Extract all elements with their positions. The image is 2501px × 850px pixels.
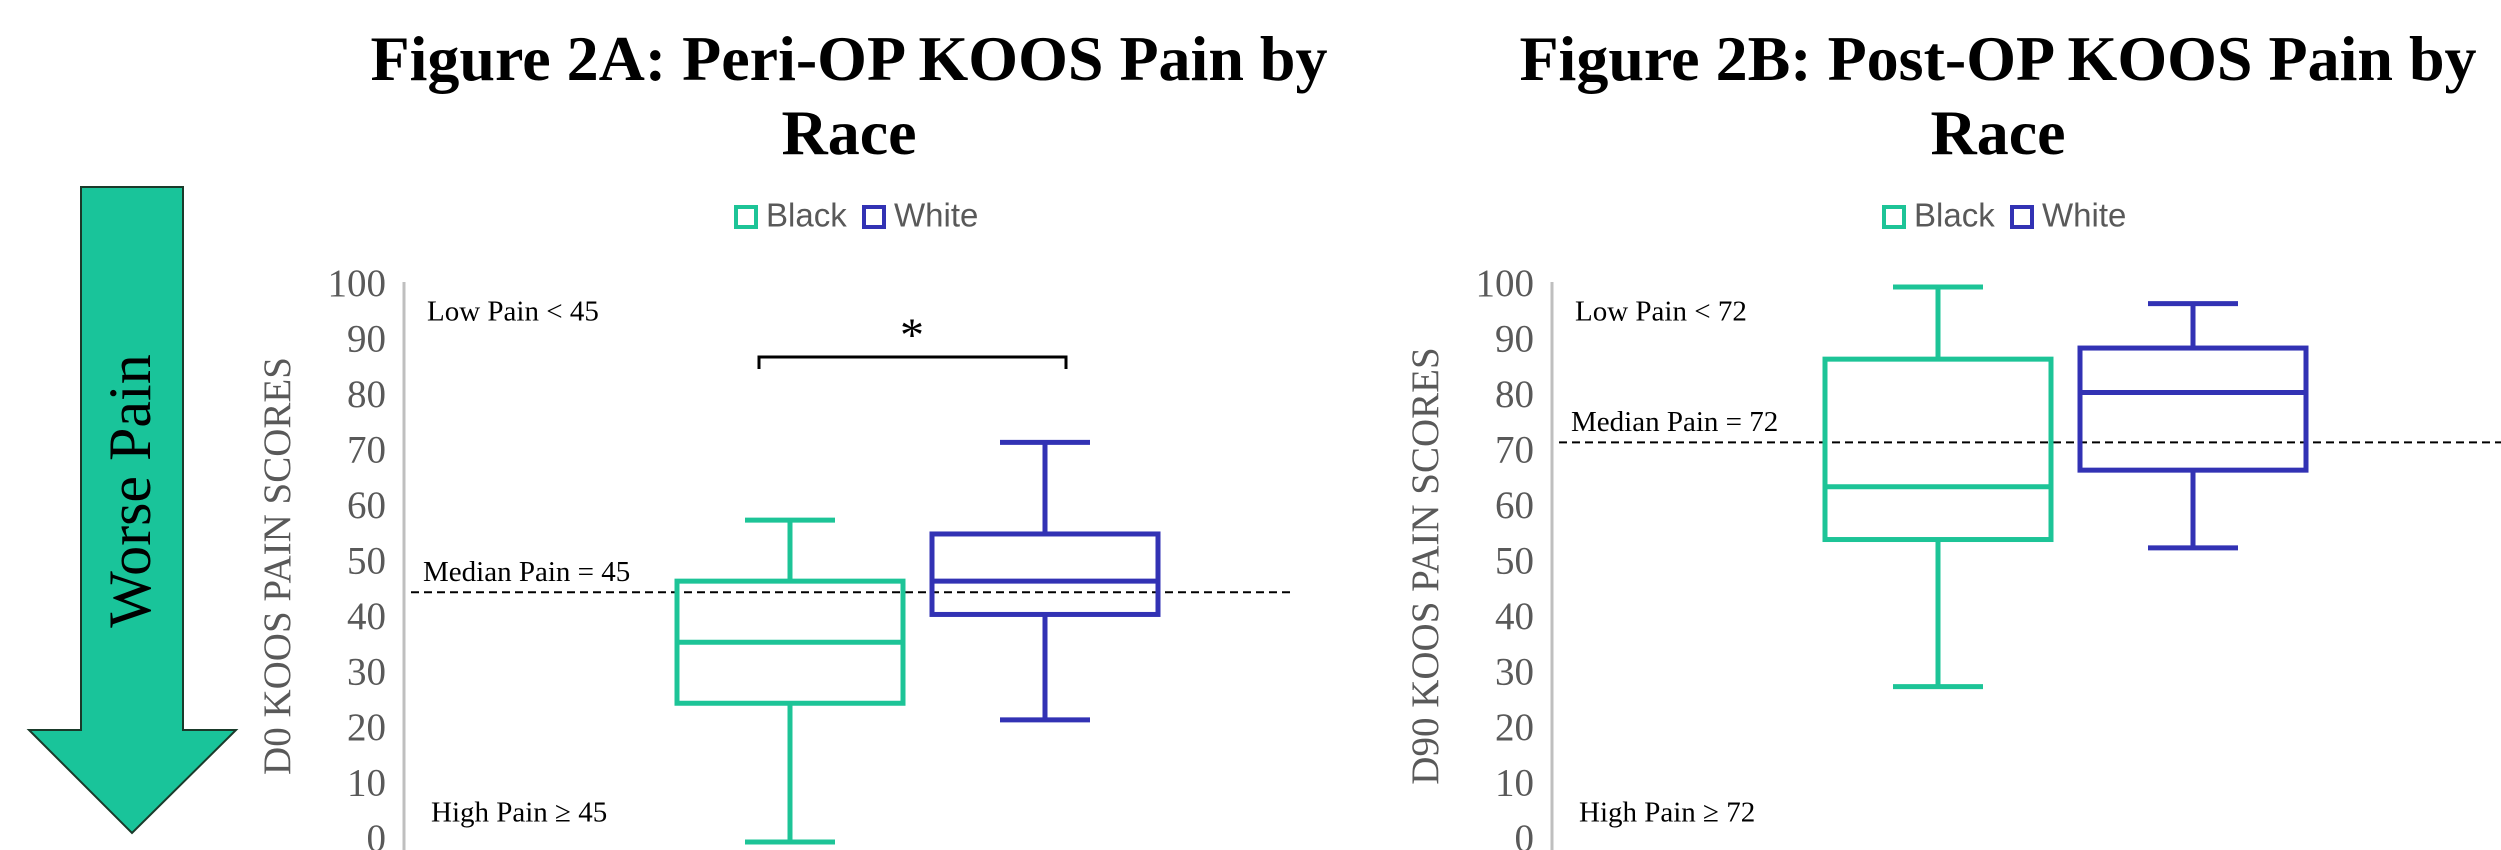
y-tick-label: 60 bbox=[347, 484, 386, 527]
annotation: Median Pain = 45 bbox=[423, 556, 630, 588]
y-tick-label: 20 bbox=[347, 706, 386, 749]
y-tick-label: 90 bbox=[347, 317, 386, 360]
annotation: High Pain ≥ 45 bbox=[431, 797, 607, 829]
box bbox=[1822, 356, 2054, 543]
arrow bbox=[26, 186, 239, 835]
annotation: Median Pain = 72 bbox=[1571, 406, 1778, 438]
legend-swatch bbox=[1882, 205, 1906, 229]
y-tick-label: 50 bbox=[347, 539, 386, 582]
y-tick-label: 60 bbox=[1495, 484, 1534, 527]
y-tick-label: 70 bbox=[347, 428, 386, 471]
y-tick-label: 90 bbox=[1495, 317, 1534, 360]
y-tick-label: 70 bbox=[1495, 428, 1534, 471]
y-tick-label: 100 bbox=[1476, 262, 1535, 305]
box bbox=[929, 531, 1161, 617]
legend-swatch bbox=[862, 205, 886, 229]
y-tick-label: 0 bbox=[1515, 817, 1535, 850]
legend-label: Black bbox=[1914, 197, 1995, 234]
y-tick-label: 100 bbox=[328, 262, 387, 305]
y-tick-label: 30 bbox=[1495, 650, 1534, 693]
box bbox=[2077, 345, 2309, 473]
y-tick-label: 50 bbox=[1495, 539, 1534, 582]
significance-label: * bbox=[900, 309, 924, 362]
y-tick-label: 40 bbox=[1495, 595, 1534, 638]
arrow-label: Worse Pain bbox=[97, 354, 163, 627]
y-axis-label: D0 KOOS PAIN SCORES bbox=[256, 357, 299, 775]
annotation: Low Pain < 72 bbox=[1575, 296, 1747, 328]
y-tick-label: 0 bbox=[367, 817, 387, 850]
legend-label: White bbox=[2042, 197, 2126, 234]
legend-label: Black bbox=[766, 197, 847, 234]
annotation: Low Pain < 45 bbox=[427, 296, 599, 328]
y-tick-label: 80 bbox=[1495, 373, 1534, 416]
y-tick-label: 40 bbox=[347, 595, 386, 638]
y-tick-label: 20 bbox=[1495, 706, 1534, 749]
legend-swatch bbox=[2010, 205, 2034, 229]
y-axis-label: D90 KOOS PAIN SCORES bbox=[1404, 347, 1447, 784]
y-tick-label: 80 bbox=[347, 373, 386, 416]
chart-title: Figure 2A: Peri-OP KOOS Pain by Race bbox=[370, 23, 1328, 168]
significance-bracket bbox=[757, 355, 1068, 369]
chart-title: Figure 2B: Post-OP KOOS Pain by Race bbox=[1519, 23, 2477, 168]
y-tick-label: 10 bbox=[1495, 761, 1534, 804]
legend-swatch bbox=[734, 205, 758, 229]
y-tick-label: 30 bbox=[347, 650, 386, 693]
annotation: High Pain ≥ 72 bbox=[1579, 797, 1755, 829]
legend-label: White bbox=[894, 197, 978, 234]
y-tick-label: 10 bbox=[347, 761, 386, 804]
